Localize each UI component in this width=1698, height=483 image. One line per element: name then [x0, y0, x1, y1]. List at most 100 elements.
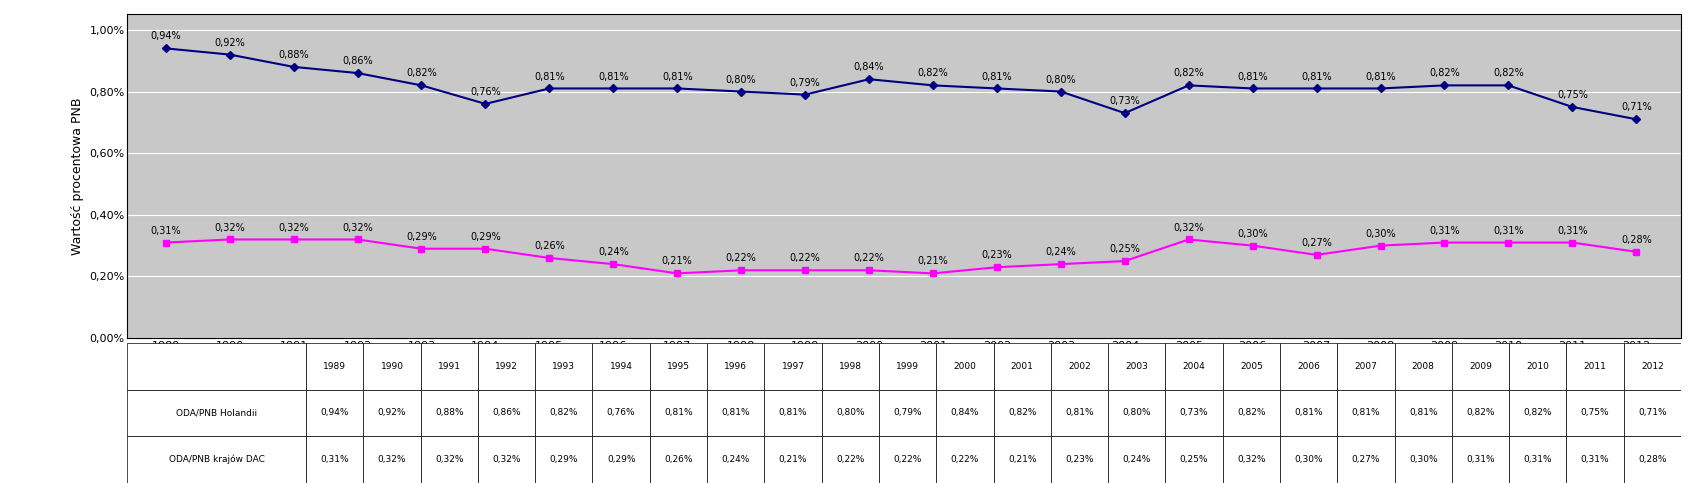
Text: 0,80%: 0,80% [1122, 409, 1151, 417]
Text: 0,82%: 0,82% [1009, 409, 1036, 417]
Bar [1452, 390, 1510, 436]
Text: 0,31%: 0,31% [1523, 455, 1552, 464]
Text: 1991: 1991 [438, 362, 460, 371]
Bar [706, 343, 764, 390]
Text: 0,22%: 0,22% [951, 455, 980, 464]
Text: 0,81%: 0,81% [1409, 409, 1438, 417]
Bar [993, 436, 1051, 483]
Text: 0,71%: 0,71% [1622, 102, 1652, 113]
Text: 2000: 2000 [954, 362, 976, 371]
Bar [535, 436, 593, 483]
Text: 0,84%: 0,84% [854, 62, 885, 72]
Bar [1510, 390, 1567, 436]
Bar [421, 343, 477, 390]
Text: 1996: 1996 [725, 362, 747, 371]
Text: 0,28%: 0,28% [1639, 455, 1667, 464]
Bar [1567, 343, 1623, 390]
Text: 0,32%: 0,32% [1238, 455, 1265, 464]
Text: 0,29%: 0,29% [470, 232, 501, 242]
Bar [1394, 390, 1452, 436]
Bar [421, 436, 477, 483]
Bar [1109, 436, 1165, 483]
Bar [650, 343, 706, 390]
Bar [421, 390, 477, 436]
Bar [535, 343, 593, 390]
Text: 0,25%: 0,25% [1109, 244, 1139, 254]
Text: 0,80%: 0,80% [835, 409, 864, 417]
Text: 0,29%: 0,29% [606, 455, 635, 464]
Text: 0,81%: 0,81% [535, 71, 565, 82]
Text: 0,21%: 0,21% [1009, 455, 1036, 464]
Bar [1338, 343, 1394, 390]
Text: 0,82%: 0,82% [1467, 409, 1494, 417]
Text: 2008: 2008 [1411, 362, 1435, 371]
Bar [1280, 436, 1338, 483]
Text: 0,79%: 0,79% [893, 409, 922, 417]
Text: 0,22%: 0,22% [835, 455, 864, 464]
Text: 0,24%: 0,24% [598, 247, 628, 257]
Bar [1623, 436, 1681, 483]
Bar [1623, 390, 1681, 436]
Text: 0,29%: 0,29% [406, 232, 436, 242]
Bar [1223, 436, 1280, 483]
Text: 0,31%: 0,31% [321, 455, 350, 464]
Text: 2003: 2003 [1126, 362, 1148, 371]
Bar [764, 343, 822, 390]
Bar [1394, 436, 1452, 483]
Text: 0,88%: 0,88% [435, 409, 464, 417]
Bar [706, 436, 764, 483]
Text: 0,88%: 0,88% [278, 50, 309, 60]
Bar [1165, 436, 1223, 483]
Text: 1993: 1993 [552, 362, 576, 371]
Bar [1165, 343, 1223, 390]
Text: 0,76%: 0,76% [606, 409, 635, 417]
Bar [593, 343, 650, 390]
Bar [306, 436, 363, 483]
Bar [822, 343, 880, 390]
Text: 0,81%: 0,81% [1238, 71, 1268, 82]
Text: 0,81%: 0,81% [1365, 71, 1396, 82]
Text: 0,81%: 0,81% [722, 409, 751, 417]
Text: 0,32%: 0,32% [435, 455, 464, 464]
Bar [363, 390, 421, 436]
Bar [363, 436, 421, 483]
Bar [1280, 390, 1338, 436]
Text: 0,32%: 0,32% [214, 223, 245, 232]
Text: 0,22%: 0,22% [790, 254, 820, 263]
Bar [880, 343, 936, 390]
Text: 2007: 2007 [1355, 362, 1377, 371]
Bar [1051, 436, 1109, 483]
Bar [1280, 343, 1338, 390]
Bar [363, 343, 421, 390]
Text: 0,73%: 0,73% [1109, 96, 1139, 106]
Text: 1989: 1989 [323, 362, 346, 371]
Text: 0,24%: 0,24% [1122, 455, 1151, 464]
Text: 0,80%: 0,80% [725, 74, 756, 85]
Bar [1338, 436, 1394, 483]
Text: 0,32%: 0,32% [343, 223, 374, 232]
Text: 0,73%: 0,73% [1180, 409, 1209, 417]
Text: 0,25%: 0,25% [1180, 455, 1209, 464]
Text: 0,81%: 0,81% [1352, 409, 1380, 417]
Text: 0,28%: 0,28% [1622, 235, 1652, 245]
Text: 0,30%: 0,30% [1294, 455, 1323, 464]
Text: 0,94%: 0,94% [151, 31, 182, 42]
Text: 0,82%: 0,82% [550, 409, 577, 417]
Text: 1994: 1994 [610, 362, 633, 371]
Bar [477, 436, 535, 483]
Bar [306, 390, 363, 436]
Text: 1995: 1995 [667, 362, 689, 371]
Text: 0,86%: 0,86% [492, 409, 521, 417]
Text: 0,71%: 0,71% [1639, 409, 1667, 417]
Bar [1165, 390, 1223, 436]
Text: 0,22%: 0,22% [854, 254, 885, 263]
Bar [650, 390, 706, 436]
Text: 2012: 2012 [1640, 362, 1664, 371]
Bar [1109, 390, 1165, 436]
Bar [880, 390, 936, 436]
Text: 0,23%: 0,23% [981, 250, 1012, 260]
Text: 0,24%: 0,24% [722, 455, 751, 464]
Text: 0,75%: 0,75% [1581, 409, 1610, 417]
Text: 0,80%: 0,80% [1046, 74, 1077, 85]
Y-axis label: Wartość procentowa PNB: Wartość procentowa PNB [71, 98, 83, 255]
